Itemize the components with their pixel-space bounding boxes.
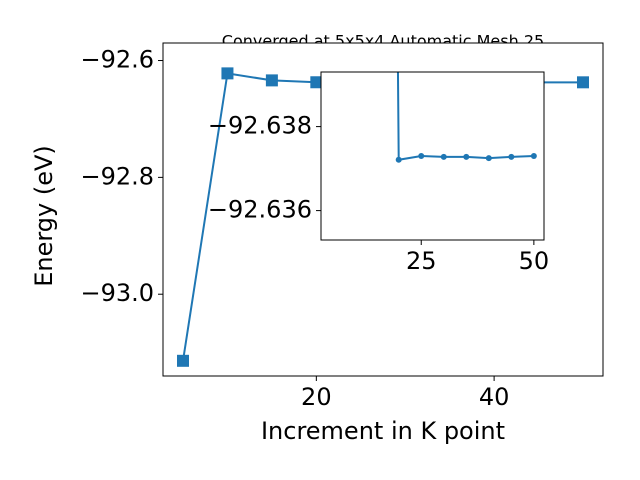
x-axis-label: Increment in K point	[261, 417, 505, 445]
x-tick-label: 25	[406, 247, 437, 275]
data-point	[177, 354, 189, 367]
y-tick-label: −93.0	[80, 279, 154, 307]
data-line	[396, 72, 534, 161]
data-point	[418, 153, 425, 159]
data-point	[577, 76, 589, 89]
plot-area	[395, 72, 537, 163]
y-tick-label: −92.638	[208, 112, 312, 140]
data-point	[310, 76, 323, 89]
x-tick-label: 40	[479, 383, 510, 411]
y-tick-label: −92.6	[80, 46, 154, 74]
data-point	[463, 153, 470, 160]
data-point	[265, 74, 278, 87]
x-tick-label: 50	[519, 247, 550, 275]
plot-frame	[162, 42, 604, 377]
y-tick-label: −92.636	[208, 196, 312, 224]
x-tick-label: 20	[301, 383, 332, 411]
data-point	[395, 156, 402, 163]
data-point	[221, 67, 234, 80]
y-axis-label: Energy (eV)	[30, 145, 58, 287]
data-point	[440, 153, 447, 160]
data-point	[485, 155, 492, 162]
data-point	[508, 153, 515, 160]
y-tick-label: −92.8	[80, 162, 154, 190]
plot-frame	[320, 71, 545, 241]
data-point	[530, 153, 537, 159]
